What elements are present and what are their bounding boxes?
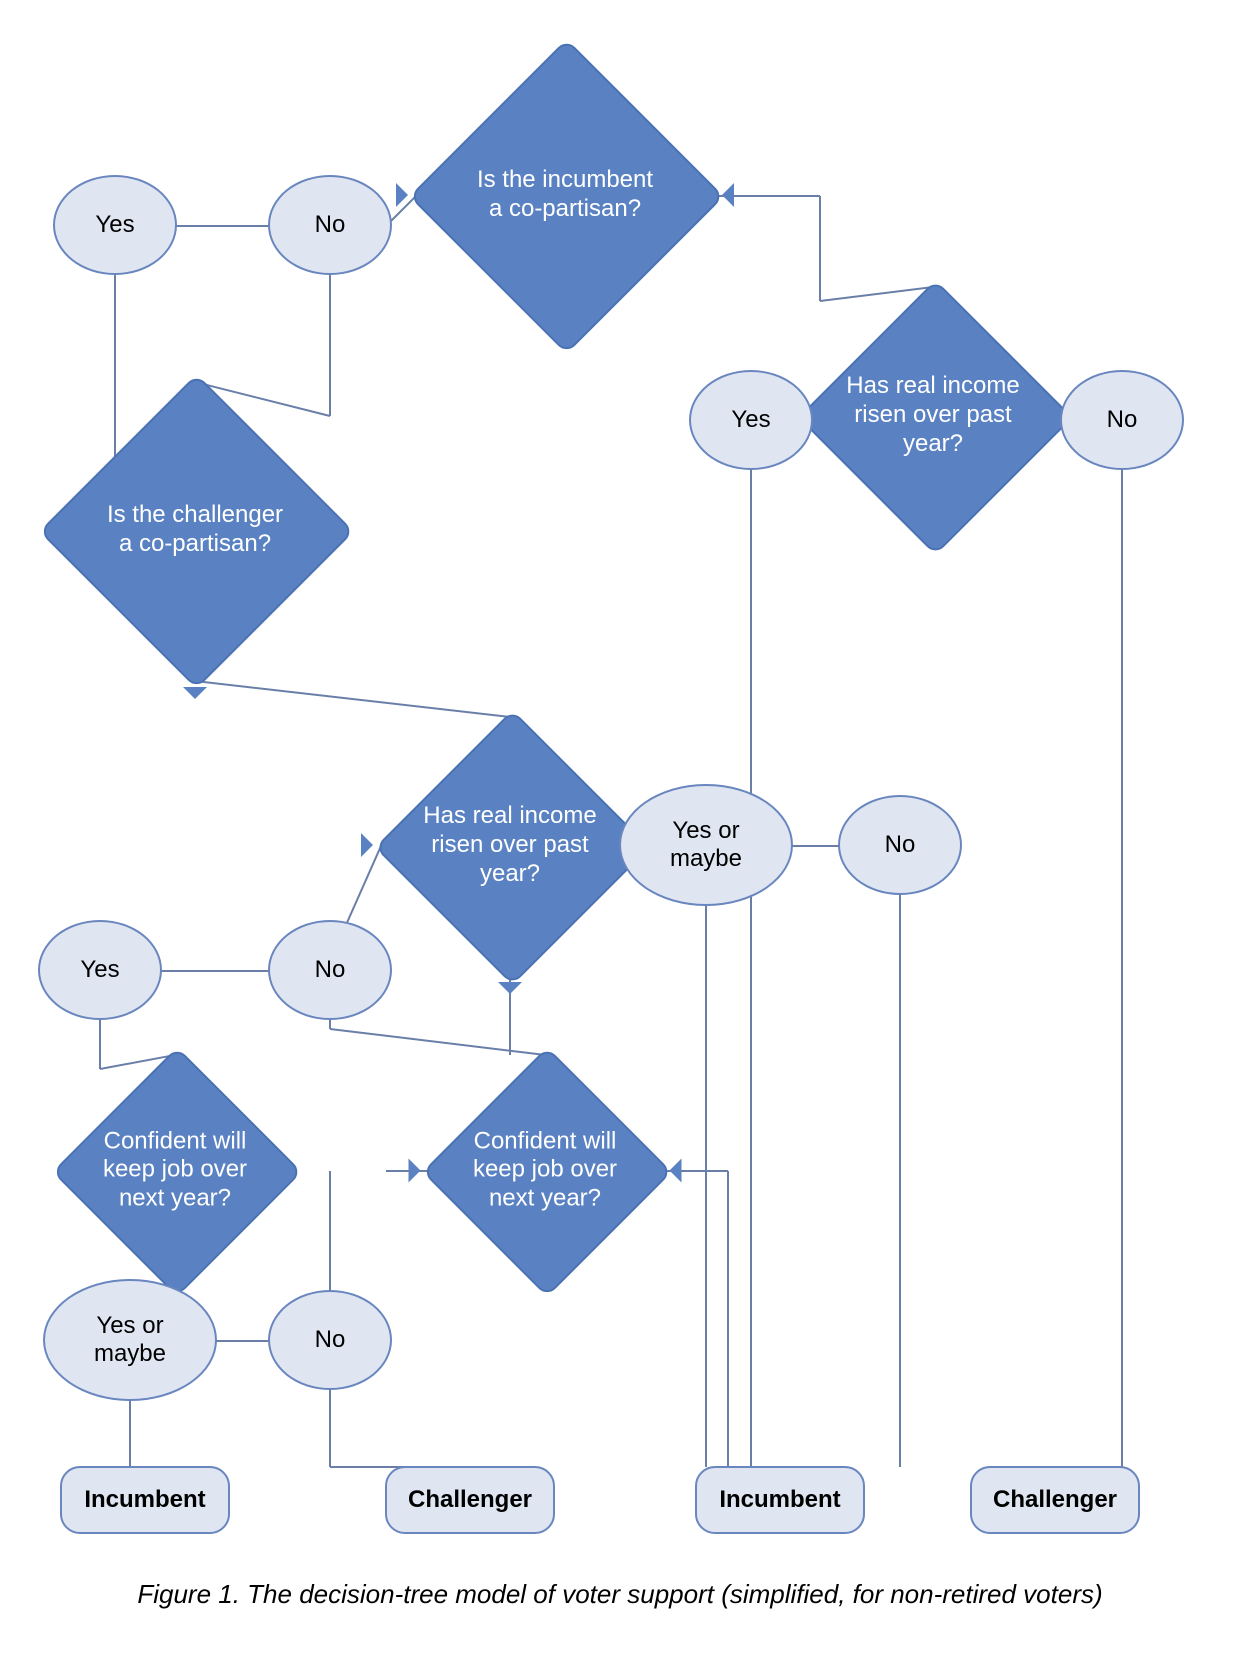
decision-label: Confident willkeep job overnext year?: [59, 1127, 292, 1213]
decision-node: Confident willkeep job overnext year?: [423, 1048, 668, 1293]
terminator-node: Challenger: [970, 1466, 1140, 1534]
answer-node: Yes ormaybe: [619, 784, 793, 906]
decision-label: Is the incumbenta co-partisan?: [418, 166, 713, 224]
answer-node: No: [838, 795, 962, 895]
answer-node: No: [268, 175, 392, 275]
decision-label: Has real incomerisen over pastyear?: [805, 372, 1062, 458]
answer-label: No: [1101, 406, 1144, 434]
flowchart-canvas: Is the incumbenta co-partisan? Yes No Has r…: [0, 0, 1240, 1662]
answer-node: Yes ormaybe: [43, 1279, 217, 1401]
edge: [129, 1396, 131, 1467]
edge: [156, 970, 274, 972]
decision-node: Is the incumbenta co-partisan?: [410, 40, 720, 350]
answer-label: Yes: [725, 406, 776, 434]
arrowhead-icon: [670, 1158, 682, 1182]
terminator-label: Incumbent: [719, 1486, 840, 1515]
edge: [750, 465, 752, 1467]
decision-node: Has real incomerisen over pastyear?: [798, 280, 1068, 550]
answer-label: Yes: [89, 211, 140, 239]
answer-label: Yes ormaybe: [88, 1312, 172, 1367]
answer-label: No: [309, 1326, 352, 1354]
answer-label: Yes ormaybe: [664, 817, 748, 872]
arrowhead-icon: [409, 1158, 421, 1182]
figure-caption: Figure 1. The decision-tree model of vot…: [80, 1578, 1160, 1612]
arrowhead-icon: [396, 183, 408, 207]
answer-node: No: [268, 1290, 392, 1390]
edge: [329, 1385, 331, 1467]
arrowhead-icon: [183, 687, 207, 699]
decision-node: Is the challengera co-partisan?: [40, 375, 350, 685]
answer-label: No: [309, 211, 352, 239]
terminator-label: Challenger: [408, 1486, 532, 1515]
terminator-label: Challenger: [993, 1486, 1117, 1515]
edge: [899, 890, 901, 1467]
decision-label: Has real incomerisen over pastyear?: [382, 802, 639, 888]
answer-label: No: [879, 831, 922, 859]
answer-label: No: [309, 956, 352, 984]
terminator-label: Incumbent: [84, 1486, 205, 1515]
edge: [727, 1171, 729, 1467]
terminator-node: Incumbent: [695, 1466, 865, 1534]
edge: [787, 845, 844, 847]
answer-node: Yes: [689, 370, 813, 470]
arrowhead-icon: [722, 183, 734, 207]
edge: [211, 1340, 274, 1342]
answer-node: No: [1060, 370, 1184, 470]
arrowhead-icon: [361, 833, 373, 857]
answer-node: Yes: [53, 175, 177, 275]
edge: [705, 901, 707, 1467]
edge: [329, 1171, 331, 1297]
decision-label: Is the challengera co-partisan?: [48, 501, 343, 559]
answer-label: Yes: [74, 956, 125, 984]
decision-node: Has real incomerisen over pastyear?: [375, 710, 645, 980]
arrowhead-icon: [498, 982, 522, 994]
answer-node: No: [268, 920, 392, 1020]
decision-label: Confident willkeep job overnext year?: [429, 1127, 662, 1213]
edge: [171, 225, 274, 227]
answer-node: Yes: [38, 920, 162, 1020]
terminator-node: Incumbent: [60, 1466, 230, 1534]
terminator-node: Challenger: [385, 1466, 555, 1534]
edge: [1121, 465, 1123, 1467]
decision-node: Confident willkeep job overnext year?: [53, 1048, 298, 1293]
